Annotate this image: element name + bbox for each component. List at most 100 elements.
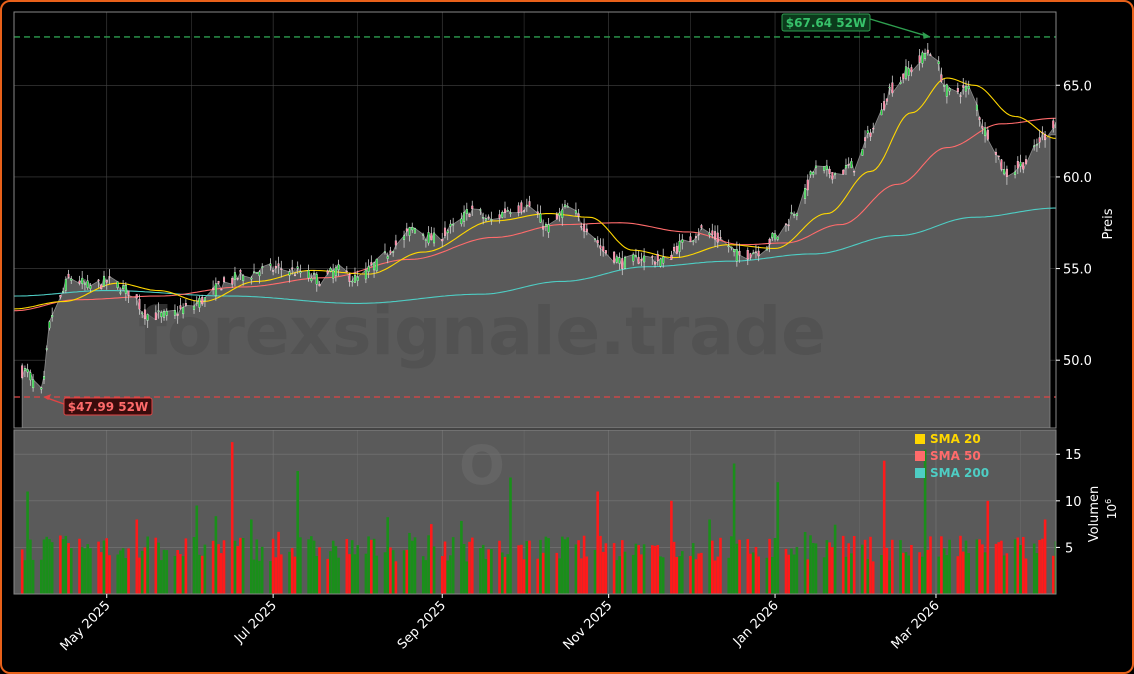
candle-body-177 (694, 236, 697, 238)
candle-body-79 (318, 284, 321, 287)
volume-bar-8 (48, 539, 51, 594)
volume-bar-148 (582, 535, 586, 594)
candle-body-163 (640, 258, 643, 261)
candle-body-15 (78, 280, 81, 284)
volume-bar-180 (708, 519, 711, 594)
legend-swatch-sma200 (915, 468, 925, 478)
candle-body-72 (293, 274, 296, 277)
candle-body-239 (929, 54, 932, 56)
volume-bar-138 (544, 536, 548, 594)
candle-body-240 (937, 61, 940, 65)
volume-bar-78 (315, 556, 319, 594)
volume-bar-227 (885, 547, 889, 594)
volume-bar-3 (29, 539, 32, 594)
volume-bar-253 (983, 552, 987, 594)
volume-bar-187 (732, 463, 736, 594)
high-52w-arrow (869, 18, 927, 37)
candlesticks (21, 43, 1056, 394)
volume-bar-170 (670, 500, 673, 594)
candle-body-197 (771, 233, 774, 238)
volume-bar-86 (348, 554, 351, 594)
volume-bar-71 (290, 548, 294, 594)
volume-bar-34 (146, 536, 149, 594)
candle-body-236 (921, 52, 924, 64)
volume-bar-82 (331, 540, 335, 594)
candle-body-126 (501, 212, 504, 218)
candle-body-43 (182, 307, 185, 315)
candle-body-203 (793, 214, 796, 216)
volume-bar-5 (40, 559, 43, 594)
candle-body-225 (880, 109, 883, 116)
candle-body-190 (746, 250, 749, 260)
extreme-annotations: $67.64 52W $47.99 52W (14, 13, 1056, 416)
volume-bar-251 (978, 539, 981, 594)
volume-bar-50 (211, 540, 215, 594)
volume-bar-184 (719, 537, 722, 594)
volume-bar-252 (981, 544, 984, 594)
candle-body-125 (498, 214, 501, 219)
candle-body-144 (566, 206, 569, 208)
candle-body-199 (776, 236, 779, 240)
volume-bar-20 (97, 541, 100, 594)
candle-body-102 (408, 227, 411, 236)
candle-body-263 (1022, 162, 1025, 170)
candle-body-21 (100, 284, 103, 290)
volume-bar-73 (296, 471, 299, 594)
candle-body-118 (468, 214, 471, 217)
volume-bar-271 (1054, 541, 1056, 594)
candle-body-57 (236, 278, 239, 280)
volume-bar-228 (888, 560, 891, 594)
volume-bar-97 (389, 547, 392, 594)
volume-bar-145 (574, 544, 578, 594)
candle-body-217 (847, 164, 850, 166)
volume-bar-121 (481, 544, 485, 594)
volume-bar-4 (31, 559, 35, 594)
volume-axis-label: Volumen (1087, 486, 1102, 543)
candle-body-147 (580, 226, 583, 228)
vol-tick-label-0: 5 (1065, 541, 1073, 556)
candle-body-266 (1035, 144, 1038, 146)
volume-bars (20, 442, 1056, 594)
volume-bar-45 (192, 537, 196, 594)
volume-bar-135 (536, 558, 539, 594)
volume-bar-200 (784, 548, 788, 594)
candle-body-63 (258, 271, 261, 277)
volume-bar-62 (255, 539, 259, 594)
candle-body-181 (711, 230, 714, 236)
volume-bar-15 (78, 538, 81, 594)
candle-body-62 (255, 272, 258, 274)
candle-body-95 (383, 251, 386, 253)
candle-body-6 (43, 376, 46, 380)
volume-bar-103 (411, 540, 414, 594)
x-tick-label-2: Sep 2025 (395, 598, 449, 652)
candle-body-5 (40, 387, 43, 390)
candle-body-169 (662, 256, 665, 264)
candle-body-250 (975, 104, 978, 111)
candle-body-69 (280, 268, 283, 270)
candle-body-258 (1003, 169, 1006, 175)
candle-body-152 (599, 245, 602, 249)
candle-body-193 (754, 251, 757, 253)
volume-bar-19 (89, 548, 92, 594)
volume-bar-46 (195, 505, 199, 594)
candle-body-42 (179, 305, 182, 309)
candle-body-223 (869, 132, 872, 137)
volume-bar-197 (771, 556, 774, 594)
volume-bar-237 (923, 449, 927, 594)
volume-bar-36 (157, 542, 160, 594)
candle-body-241 (940, 74, 943, 82)
volume-bar-69 (280, 554, 283, 594)
volume-bar-130 (517, 545, 520, 594)
volume-bar-94 (375, 555, 379, 594)
candle-body-161 (634, 255, 637, 258)
candle-body-128 (506, 209, 509, 212)
volume-bar-155 (612, 543, 616, 594)
candle-body-103 (411, 227, 414, 231)
volume-bar-194 (757, 556, 760, 594)
volume-bar-238 (926, 549, 930, 594)
candle-body-66 (272, 270, 275, 272)
candle-body-104 (413, 228, 416, 234)
candle-body-219 (853, 170, 856, 173)
volume-bar-98 (391, 550, 395, 594)
candle-body-64 (261, 266, 264, 268)
